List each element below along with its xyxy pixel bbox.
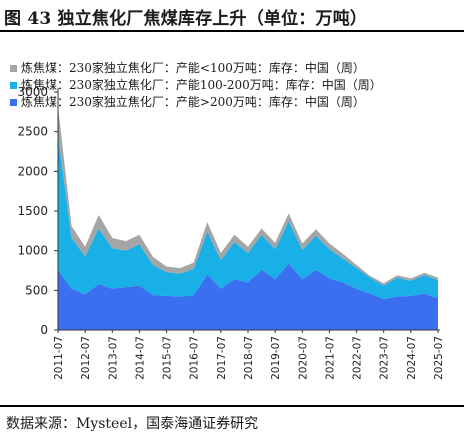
legend-label: 炼焦煤：230家独立焦化厂：产能>200万吨：库存：中国（周）	[21, 95, 365, 109]
x-tick-label: 2014-07	[134, 336, 146, 380]
x-tick-label: 2024-07	[406, 336, 418, 380]
x-tick-label: 2011-07	[53, 336, 65, 380]
x-tick-label: 2016-07	[189, 336, 201, 380]
x-tick-label: 2013-07	[107, 336, 119, 380]
source-rule	[0, 405, 464, 407]
title-rule	[0, 30, 464, 32]
figure-title: 图 43 独立焦化厂焦煤库存上升（单位：万吨）	[4, 9, 368, 29]
area-series-3	[58, 106, 438, 286]
y-tick-label: 2000	[17, 164, 48, 178]
area-series-2	[58, 134, 438, 300]
y-tick-label: 0	[40, 323, 48, 337]
y-tick-label: 3000	[17, 85, 48, 99]
x-tick-label: 2022-07	[352, 336, 364, 380]
area-series-1	[58, 263, 438, 330]
x-tick-label: 2019-07	[270, 336, 282, 380]
legend-swatch	[10, 65, 17, 72]
y-tick-label: 500	[25, 283, 48, 297]
source-note: 数据来源：Mysteel，国泰海通证券研究	[6, 416, 259, 432]
legend-item: 炼焦煤：230家独立焦化厂：产能100-200万吨：库存：中国（周）	[10, 77, 382, 94]
x-tick-label: 2020-07	[297, 336, 309, 380]
legend-swatch	[10, 99, 17, 106]
x-tick-label: 2025-07	[433, 336, 445, 380]
y-tick-label: 2500	[17, 125, 48, 139]
y-tick-label: 1000	[17, 244, 48, 258]
legend-item: 炼焦煤：230家独立焦化厂：产能<100万吨：库存：中国（周）	[10, 60, 382, 77]
y-tick-label: 1500	[17, 204, 48, 218]
x-tick-label: 2021-07	[324, 336, 336, 380]
x-tick-label: 2018-07	[243, 336, 255, 380]
legend-label: 炼焦煤：230家独立焦化厂：产能<100万吨：库存：中国（周）	[21, 61, 365, 75]
x-tick-label: 2017-07	[216, 336, 228, 380]
legend-label: 炼焦煤：230家独立焦化厂：产能100-200万吨：库存：中国（周）	[21, 78, 382, 92]
chart-legend: 炼焦煤：230家独立焦化厂：产能<100万吨：库存：中国（周） 炼焦煤：230家独…	[10, 60, 382, 111]
legend-swatch	[10, 82, 17, 89]
legend-item: 炼焦煤：230家独立焦化厂：产能>200万吨：库存：中国（周）	[10, 94, 382, 111]
x-tick-label: 2023-07	[379, 336, 391, 380]
x-tick-label: 2015-07	[162, 336, 174, 380]
x-tick-label: 2012-07	[80, 336, 92, 380]
